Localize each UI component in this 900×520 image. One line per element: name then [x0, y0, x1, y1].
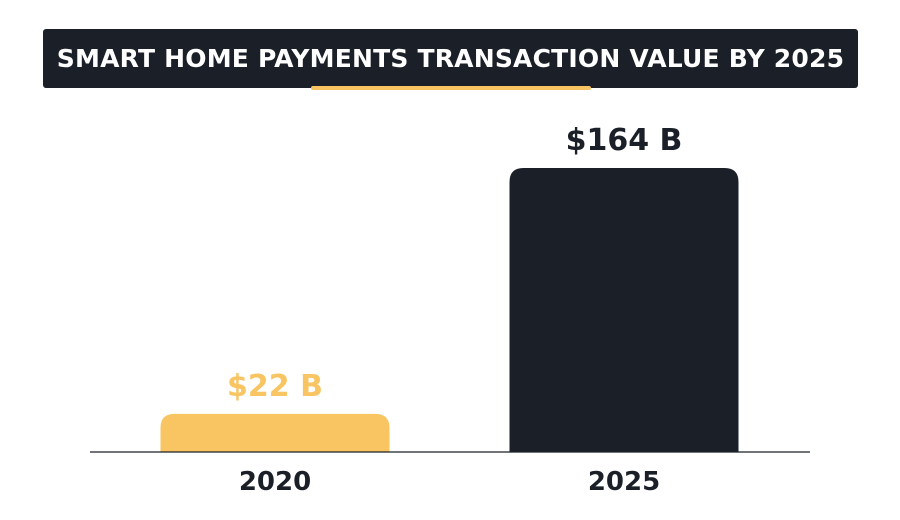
value-label-2025: $164 B [566, 123, 683, 158]
title-accent-underline [311, 86, 591, 90]
x-tick-label-2025: 2025 [588, 467, 660, 497]
value-label-2020: $22 B [227, 369, 323, 404]
x-tick-label-2020: 2020 [239, 467, 311, 497]
bar-2020 [160, 413, 390, 452]
title-banner: SMART HOME PAYMENTS TRANSACTION VALUE BY… [43, 29, 858, 88]
bar-2025 [509, 168, 739, 452]
chart-title: SMART HOME PAYMENTS TRANSACTION VALUE BY… [56, 44, 845, 73]
